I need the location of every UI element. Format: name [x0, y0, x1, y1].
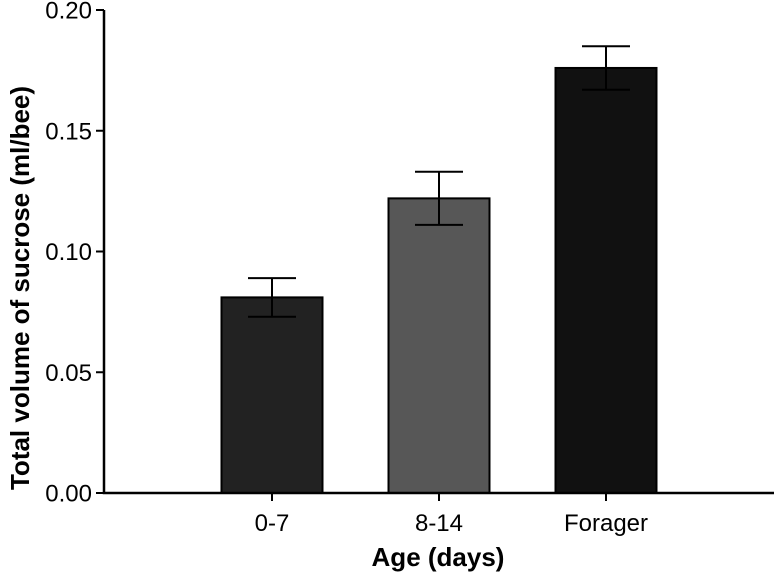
- y-tick-label: 0.05: [45, 360, 92, 387]
- x-tick-label: Forager: [564, 510, 648, 537]
- tick-labels-layer: 0-7 8-14 Forager 0.00 0.05 0.10 0.15 0.20: [45, 0, 648, 537]
- error-bar-8-14: [415, 170, 463, 226]
- bar-0-7: [220, 296, 324, 495]
- error-bar-Forager: [582, 45, 630, 91]
- error-bars-layer: [248, 45, 630, 318]
- y-tick-label: 0.00: [45, 481, 92, 508]
- error-bar-0-7: [248, 277, 296, 318]
- y-axis-title: Total volume of sucrose (ml/bee): [5, 86, 35, 490]
- x-tick-label: 0-7: [255, 510, 290, 537]
- x-tick-label: 8-14: [415, 510, 463, 537]
- x-axis-title: Age (days): [372, 542, 505, 572]
- bar-8-14: [387, 197, 491, 494]
- y-tick-label: 0.15: [45, 118, 92, 145]
- bars-layer: [220, 66, 658, 495]
- y-tick-label: 0.20: [45, 0, 92, 25]
- bar-Forager: [554, 66, 658, 495]
- axes-layer: [96, 9, 774, 501]
- y-tick-label: 0.10: [45, 239, 92, 266]
